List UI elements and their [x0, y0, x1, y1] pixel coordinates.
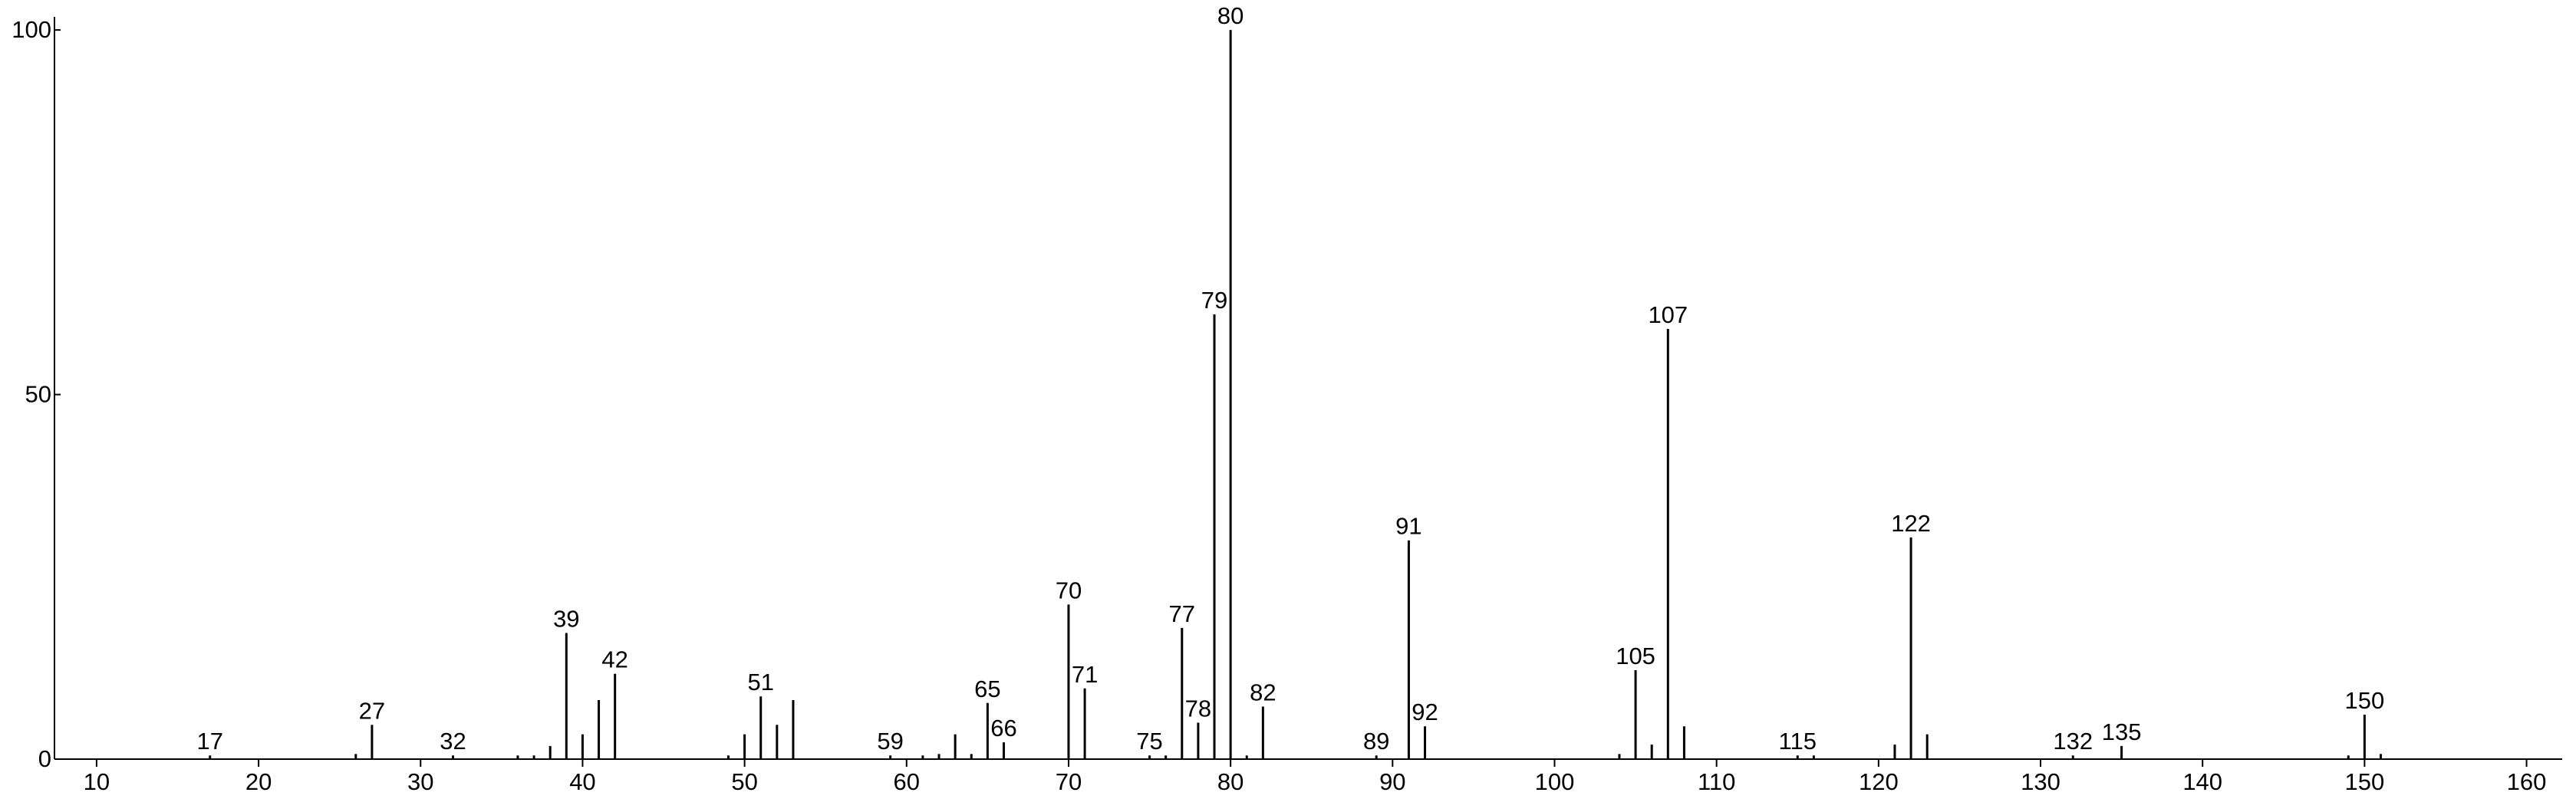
peak-label: 107 — [1648, 301, 1688, 328]
peak-label: 115 — [1779, 728, 1817, 755]
x-tick-label: 70 — [1056, 768, 1082, 795]
peak-label: 132 — [2053, 728, 2093, 755]
y-tick-label: 50 — [25, 381, 51, 408]
x-tick-label: 160 — [2507, 768, 2547, 795]
peak-label: 77 — [1169, 600, 1195, 627]
peak-label: 39 — [553, 605, 579, 632]
peak-label: 66 — [990, 715, 1016, 741]
peak-label: 122 — [1891, 510, 1931, 537]
x-tick-label: 40 — [569, 768, 595, 795]
x-tick-label: 20 — [245, 768, 272, 795]
peak-label: 59 — [877, 728, 903, 755]
x-tick-label: 60 — [894, 768, 920, 795]
peak-label: 17 — [196, 728, 222, 755]
peak-label: 42 — [601, 646, 628, 673]
y-tick-label: 100 — [12, 16, 51, 43]
x-tick-label: 150 — [2344, 768, 2384, 795]
peak-label: 91 — [1395, 513, 1421, 540]
peak-label: 78 — [1185, 695, 1211, 722]
x-tick-label: 130 — [2021, 768, 2060, 795]
peak-label: 105 — [1616, 643, 1655, 669]
peak-label: 82 — [1250, 679, 1276, 706]
peak-label: 80 — [1217, 2, 1244, 29]
peak-label: 150 — [2344, 687, 2384, 714]
peak-label: 71 — [1072, 661, 1098, 688]
x-tick-label: 110 — [1698, 768, 1735, 795]
peak-label: 89 — [1363, 728, 1389, 755]
peak-label: 65 — [974, 676, 1000, 702]
x-tick-label: 80 — [1217, 768, 1244, 795]
peak-label: 75 — [1136, 728, 1162, 755]
peak-label: 27 — [359, 697, 385, 724]
peak-label: 92 — [1412, 699, 1438, 725]
x-tick-label: 100 — [1535, 768, 1575, 795]
peak-label: 32 — [440, 728, 466, 755]
x-tick-label: 120 — [1859, 768, 1899, 795]
peak-label: 135 — [2102, 718, 2142, 745]
peak-label: 79 — [1201, 287, 1227, 314]
y-tick-label: 0 — [38, 745, 51, 772]
x-tick-label: 50 — [731, 768, 757, 795]
peak-label: 51 — [747, 669, 773, 695]
x-tick-label: 30 — [407, 768, 433, 795]
x-tick-label: 140 — [2182, 768, 2222, 795]
x-tick-label: 90 — [1379, 768, 1405, 795]
peak-label: 70 — [1056, 577, 1082, 603]
x-tick-label: 10 — [84, 768, 110, 795]
